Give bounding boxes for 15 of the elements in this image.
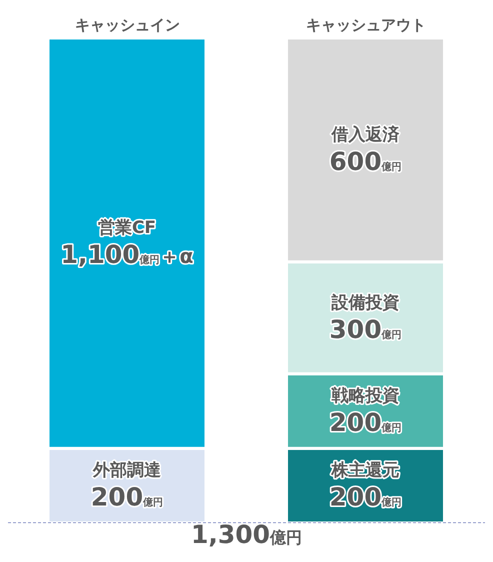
series-label: 設備投資 [330, 292, 400, 313]
series-label: 借入返済 [330, 124, 400, 145]
data-label: 1,100億円＋α [60, 240, 194, 270]
data-label: 300億円 [329, 314, 402, 344]
series-label: 外部調達 [92, 460, 161, 481]
x-tick-label: キャッシュアウト [306, 16, 426, 34]
series-label: 株主還元 [330, 460, 400, 481]
data-label: 200億円 [329, 408, 402, 438]
data-label: 200億円 [90, 482, 164, 512]
x-tick-label: キャッシュイン [74, 16, 180, 34]
series-label: 戦略投資 [330, 386, 400, 406]
data-label: 200億円 [329, 482, 402, 512]
series-label: 営業CF [98, 218, 156, 238]
data-label: 600億円 [329, 146, 402, 176]
annotation: 1,300億円 [190, 520, 302, 549]
